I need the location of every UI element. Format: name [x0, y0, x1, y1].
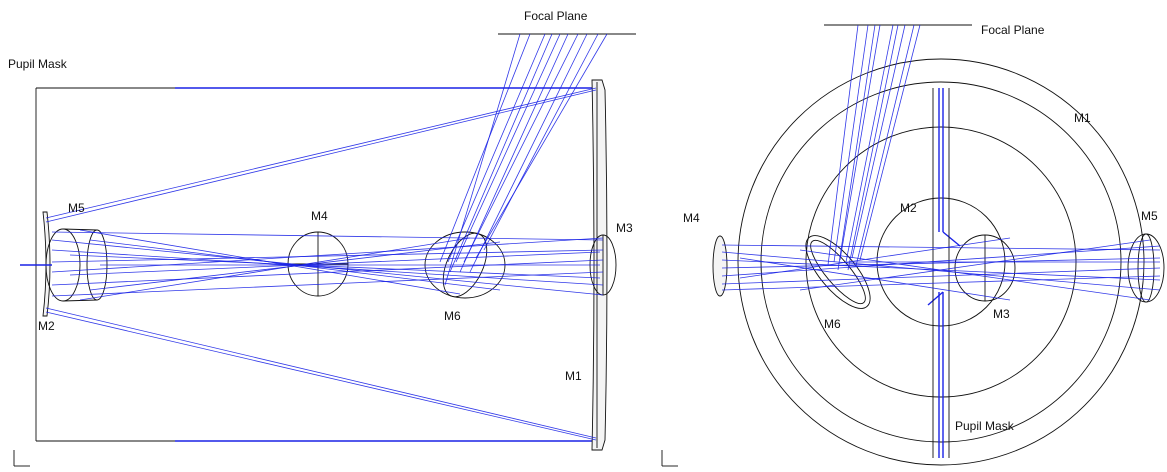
left-m5-mirror: [46, 229, 107, 301]
left-m6-label: M6: [444, 309, 461, 323]
left-focal-plane-label: Focal Plane: [524, 9, 588, 23]
left-m3-label: M3: [616, 221, 633, 235]
right-m2-label: M2: [900, 201, 917, 215]
left-m1-label: M1: [565, 369, 582, 383]
right-m4-label: M4: [683, 211, 700, 225]
left-m5-label: M5: [68, 201, 85, 215]
left-m4-label: M4: [311, 209, 328, 223]
right-view: Focal Plane M1 M2 M4 M5 M6 M3 Pupil Mask: [662, 23, 1164, 466]
left-m2-mirror: [43, 212, 50, 316]
right-axis-glyph: [662, 450, 678, 466]
right-pupil-mask-label: Pupil Mask: [955, 419, 1015, 433]
left-m2-label: M2: [38, 319, 55, 333]
right-focal-plane-label: Focal Plane: [981, 23, 1045, 37]
left-ray-bundle-inner: [52, 230, 603, 300]
right-m3-label: M3: [993, 307, 1010, 321]
left-view: Focal Plane Pupil Mask M5 M2 M4 M6 M3 M1: [8, 9, 636, 466]
left-pupil-mask-label: Pupil Mask: [8, 57, 68, 71]
right-m5-label: M5: [1141, 209, 1158, 223]
right-m1-label: M1: [1074, 111, 1091, 125]
left-axis-glyph: [14, 450, 30, 466]
right-ray-bundle-horizontal: [722, 238, 1160, 300]
right-m6-label: M6: [824, 317, 841, 331]
left-ray-bundle-to-focal-plane: [440, 34, 607, 285]
